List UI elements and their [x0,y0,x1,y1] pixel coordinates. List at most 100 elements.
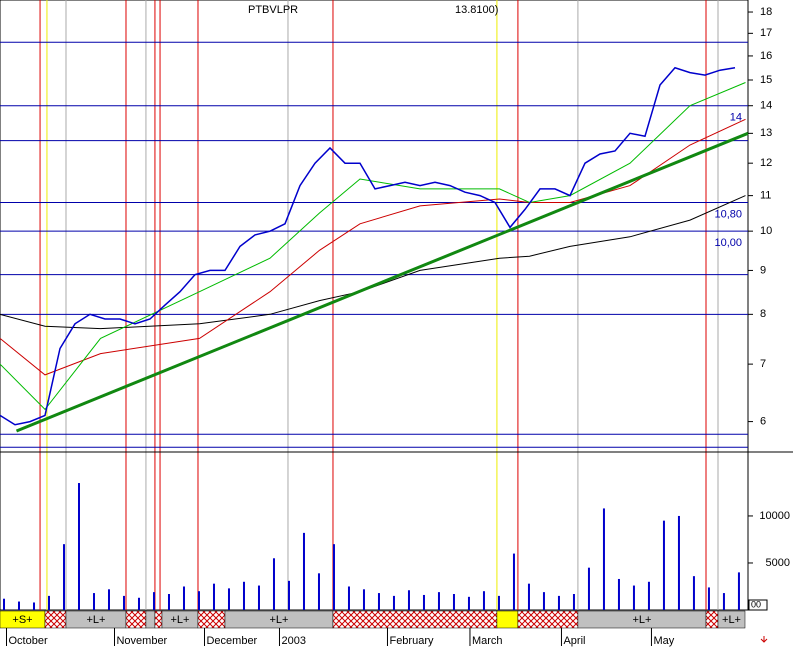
y-tick-label: 5000 [766,557,790,569]
volume-bar [32,602,35,610]
volume-bar [47,595,50,610]
volume-bar [137,597,140,610]
volume-bar [422,594,425,610]
volume-bar [122,595,125,610]
strip-segment [496,610,519,629]
volume-bar [257,585,260,610]
chart-subtitle: 13.8100) [455,4,498,16]
y-tick-label: 6 [760,415,766,427]
y-tick-label: 13 [760,127,772,139]
x-tick-label: December [206,635,257,647]
level-label: 10,00 [714,237,742,249]
volume-bar [17,601,20,610]
volume-bar [212,583,215,610]
volume-bar [167,594,170,610]
volume-bar [632,585,635,610]
y-tick-label: 12 [760,157,772,169]
y-tick-label: 15 [760,74,772,86]
volume-bar [527,583,530,610]
corner-box [748,599,768,611]
volume-bar [512,553,515,610]
volume-bar [77,483,80,610]
y-tick-label: 10 [760,225,772,237]
volume-bar [542,592,545,610]
strip-label: +L+ [269,614,288,626]
volume-bar [242,581,245,610]
strip-segment [44,610,67,629]
strip-label: +L+ [632,614,651,626]
volume-bar [437,592,440,610]
strip-segment [517,610,579,629]
volume-bar [347,586,350,610]
volume-bar [317,573,320,610]
strip-segment [145,610,156,629]
strip-segment [332,610,498,629]
volume-bar [677,515,680,610]
strip-segment [154,610,163,629]
x-tick-label: October [8,635,47,647]
volume-bar [407,590,410,610]
strip-segment [705,610,719,629]
volume-bar [452,594,455,610]
volume-bar [617,578,620,610]
volume-bar [92,593,95,610]
volume-bar [557,595,560,610]
volume-bar [227,588,230,610]
volume-bar [662,520,665,610]
volume-bar [107,589,110,610]
volume-bar [497,595,500,610]
x-tick-label: May [653,635,674,647]
x-tick-label: February [389,635,434,647]
volume-bar [572,594,575,610]
plot-layer [0,0,749,610]
volume-bar [692,576,695,610]
chart-title: PTBVLPR [248,4,298,16]
x-tick-label: November [116,635,167,647]
volume-bar [152,592,155,610]
scroll-arrow[interactable] [760,636,768,643]
y-tick-label: 9 [760,264,766,276]
strip-label: +L+ [722,614,741,626]
volume-bar [602,508,605,610]
strip-segment [125,610,147,629]
y-tick-label: 8 [760,308,766,320]
volume-bar [587,567,590,610]
volume-bar [287,580,290,610]
x-tick-label: April [563,635,585,647]
volume-bar [332,544,335,610]
volume-bar [182,586,185,610]
x-tick-label: 2003 [281,635,305,647]
y-tick-label: 14 [760,100,772,112]
strip-label: +L+ [171,614,190,626]
volume-bar [362,589,365,610]
strip-label: +L+ [87,614,106,626]
volume-bar [197,591,200,610]
price-line [15,131,749,433]
y-tick-label: 7 [760,358,766,370]
volume-bar [3,598,5,610]
corner-label: 00 [751,599,761,609]
y-tick-label: 10000 [759,510,790,522]
strip-segment [717,610,746,629]
price-line [0,66,736,426]
y-tick-label: 11 [760,190,771,202]
volume-bar [272,558,275,610]
volume-bar [467,596,470,610]
plot-frame [0,0,749,611]
volume-bar [722,593,725,610]
volume-bar [707,587,710,610]
strip-segment [197,610,226,629]
volume-bar [302,532,305,610]
volume-bar [737,572,740,610]
y-tick-label: 18 [760,6,772,18]
strip-label: +S+ [12,614,32,626]
price-line [0,82,746,411]
y-tick-label: 16 [760,50,772,62]
volume-bar [647,581,650,610]
y-tick-label: 17 [760,27,772,39]
volume-bar [62,544,65,610]
x-tick-label: March [472,635,503,647]
volume-bar [377,593,380,610]
